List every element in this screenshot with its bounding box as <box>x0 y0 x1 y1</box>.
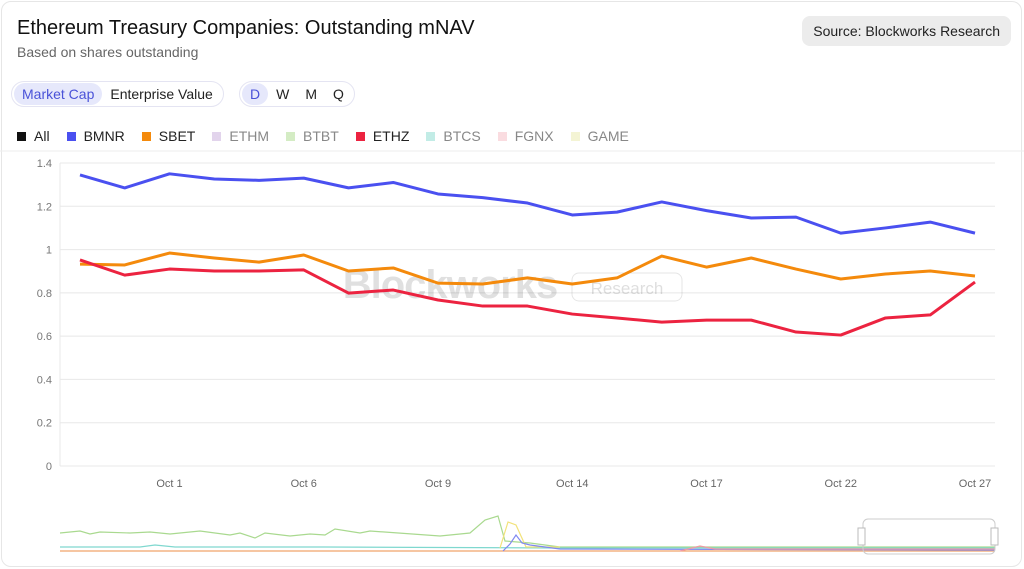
watermark-tag: Research <box>591 279 664 298</box>
legend-swatch <box>286 131 296 141</box>
x-tick-label: Oct 22 <box>825 478 857 490</box>
legend-swatch <box>141 131 151 141</box>
legend-label: BTCS <box>443 128 481 144</box>
legend-label: BTBT <box>303 128 339 144</box>
brush-handle[interactable] <box>990 527 999 546</box>
x-tick-label: Oct 9 <box>425 478 451 490</box>
legend-item-btbt[interactable]: BTBT <box>286 128 339 144</box>
series-line-sbet <box>79 251 976 286</box>
overview-series <box>60 544 995 549</box>
y-tick-label: 0 <box>46 461 52 473</box>
brush-handle[interactable] <box>857 527 866 546</box>
period-w-button[interactable]: W <box>276 86 290 102</box>
y-tick-label: 0.8 <box>37 288 52 300</box>
series-line-ethz <box>79 258 976 337</box>
y-tick-label: 1 <box>46 245 52 257</box>
legend-item-bmnr[interactable]: BMNR <box>66 128 125 144</box>
x-tick-label: Oct 27 <box>959 478 991 490</box>
period-d-button[interactable]: D <box>242 83 269 105</box>
series-line-bmnr <box>79 172 976 235</box>
x-tick-label: Oct 14 <box>556 478 588 490</box>
legend: All BMNR SBET ETHM BTBT ETHZ BTCS FGNX GAME <box>17 128 646 144</box>
legend-label: GAME <box>587 128 629 144</box>
legend-swatch <box>570 131 580 141</box>
market-cap-button[interactable]: Market Cap <box>14 83 103 105</box>
period-q-button[interactable]: Q <box>333 86 344 102</box>
period-toggle: D W M Q <box>239 81 355 107</box>
legend-label: BMNR <box>83 128 125 144</box>
metric-toggle: Market Cap Enterprise Value <box>11 81 224 107</box>
legend-swatch <box>355 131 365 141</box>
overview-series <box>679 545 995 552</box>
legend-label: ETHZ <box>372 128 410 144</box>
legend-swatch <box>497 131 507 141</box>
y-tick-label: 0.6 <box>37 331 52 343</box>
legend-item-btcs[interactable]: BTCS <box>426 128 481 144</box>
page-title: Ethereum Treasury Companies: Outstanding… <box>17 17 475 39</box>
legend-item-ethz[interactable]: ETHZ <box>355 128 410 144</box>
y-tick-label: 1.4 <box>37 158 52 170</box>
legend-swatch <box>212 131 222 141</box>
overview-series <box>59 515 995 548</box>
x-tick-label: Oct 1 <box>156 478 182 490</box>
y-tick-label: 0.2 <box>37 418 52 430</box>
x-tick-label: Oct 6 <box>291 478 317 490</box>
overview-brush <box>59 515 999 555</box>
overview-series <box>502 533 996 552</box>
legend-item-sbet[interactable]: SBET <box>141 128 196 144</box>
legend-item-fgnx[interactable]: FGNX <box>497 128 554 144</box>
source-badge: Source: Blockworks Research <box>802 16 1011 46</box>
enterprise-value-button[interactable]: Enterprise Value <box>110 86 213 102</box>
legend-label: SBET <box>158 128 196 144</box>
legend-label: FGNX <box>514 128 554 144</box>
legend-label: All <box>34 128 50 144</box>
legend-item-all[interactable]: All <box>17 128 50 144</box>
y-tick-label: 0.4 <box>37 374 52 386</box>
x-tick-label: Oct 17 <box>690 478 722 490</box>
period-m-button[interactable]: M <box>305 86 318 102</box>
y-tick-label: 1.2 <box>37 201 52 213</box>
legend-item-game[interactable]: GAME <box>570 128 629 144</box>
legend-item-ethm[interactable]: ETHM <box>212 128 269 144</box>
legend-label: ETHM <box>229 128 270 144</box>
legend-swatch <box>426 131 436 141</box>
overview-series <box>499 521 560 549</box>
subtitle: Based on shares outstanding <box>17 44 199 60</box>
legend-swatch <box>66 131 76 141</box>
legend-swatch <box>17 131 26 141</box>
